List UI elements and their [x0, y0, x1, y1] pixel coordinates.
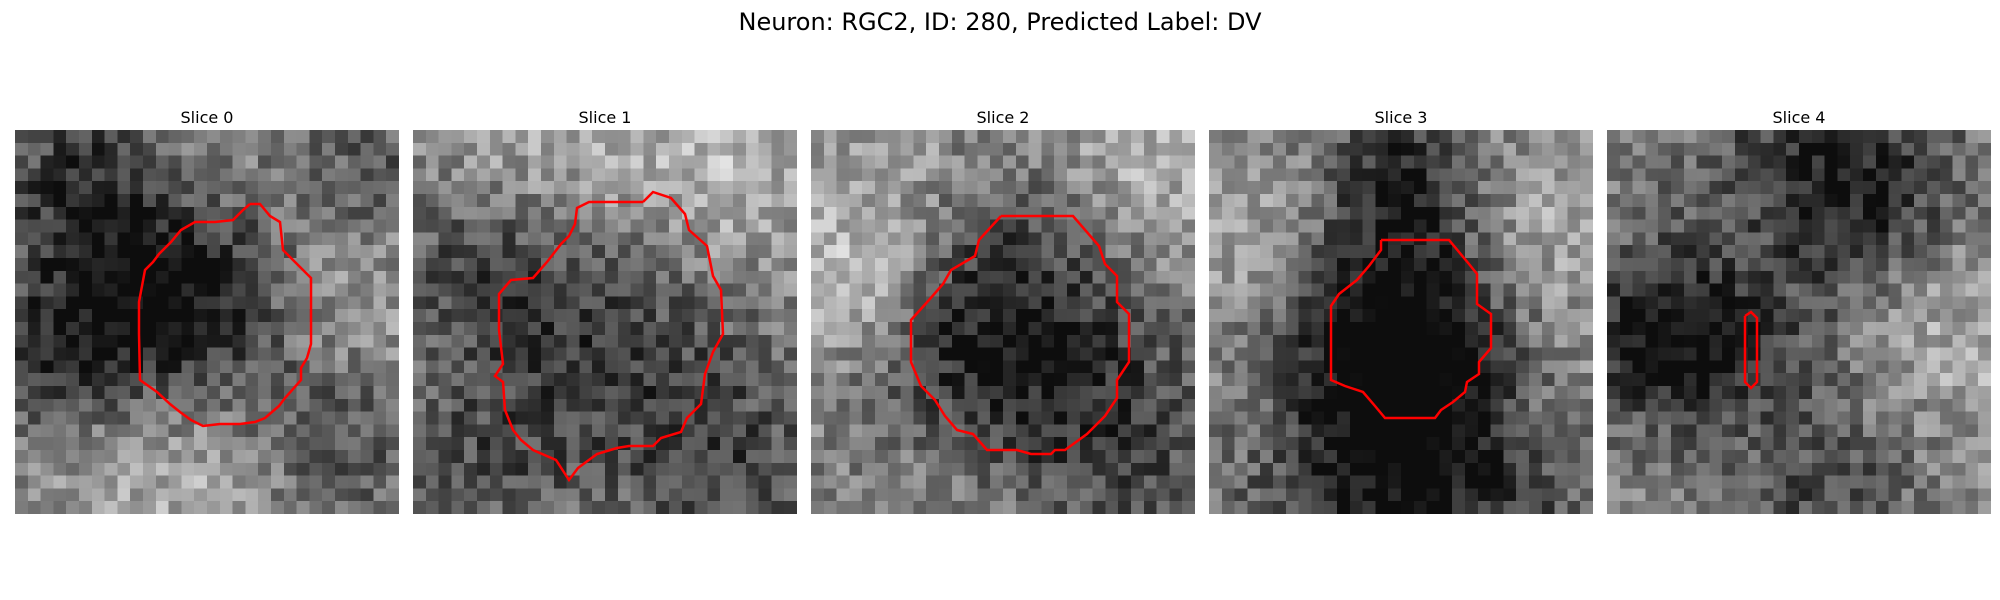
- slice-image-0: [15, 130, 399, 514]
- slice-title: Slice 2: [976, 108, 1030, 127]
- slice-image-2: [811, 130, 1195, 514]
- slice-panel-2: Slice 2: [811, 106, 1195, 514]
- figure-title: Neuron: RGC2, ID: 280, Predicted Label: …: [738, 8, 1262, 36]
- contour: [909, 214, 1131, 456]
- slice-panel-0: Slice 0: [15, 106, 399, 514]
- slice-title: Slice 1: [578, 108, 632, 127]
- slice-panel-4: Slice 4: [1607, 106, 1991, 514]
- slice-title: Slice 4: [1772, 108, 1826, 127]
- slice-image-1: [413, 130, 797, 514]
- contour: [493, 190, 725, 483]
- contour: [137, 202, 313, 428]
- contour: [1743, 310, 1759, 390]
- contour: [1329, 238, 1493, 420]
- slice-image-3: [1209, 130, 1593, 514]
- slice-panel-1: Slice 1: [413, 106, 797, 514]
- slice-image-4: [1607, 130, 1991, 514]
- slice-title: Slice 3: [1374, 108, 1428, 127]
- slice-title: Slice 0: [180, 108, 234, 127]
- slice-panel-3: Slice 3: [1209, 106, 1593, 514]
